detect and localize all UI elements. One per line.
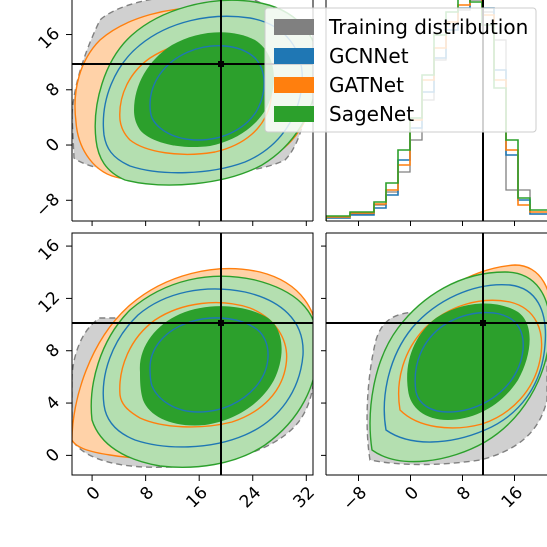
sagenet-inner-contour (134, 32, 274, 148)
tl-y-tick-label: −8 (32, 190, 64, 222)
tl-y-tick-label: 16 (35, 24, 64, 53)
bl-x-tick-label: 16 (182, 483, 211, 512)
tl-y-tick-label: 8 (42, 79, 64, 101)
bl-y-tick-label: 4 (42, 392, 64, 414)
legend-label: GCNNet (329, 44, 409, 68)
bl-target-marker (218, 320, 224, 326)
gcnnet-inner-contour (149, 45, 265, 141)
legend-label: GATNet (329, 73, 404, 97)
bl-x-tick-label: 32 (289, 483, 318, 512)
bl-x-tick-label: 8 (136, 483, 158, 505)
bl-y-tick-label: 16 (35, 235, 64, 264)
tl-y-ticks: −8 0 8 16 (32, 24, 72, 222)
bl-gcnnet-outer-contour (102, 288, 304, 448)
bl-x-tick-label: 24 (236, 483, 265, 512)
legend-swatch (274, 19, 314, 35)
bl-y-tick-label: 12 (35, 288, 64, 317)
target-marker (218, 61, 224, 67)
br-gcnnet-inner-contour (414, 311, 524, 413)
tl-x-tick-marks (91, 221, 307, 226)
panel-bottom-right: −8 0 8 16 (321, 232, 547, 515)
bl-x-tick-label: 0 (83, 483, 105, 505)
br-gcnnet-outer-contour (383, 283, 547, 443)
br-x-tick-label: 8 (453, 483, 475, 505)
bl-y-tick-label: 8 (42, 340, 64, 362)
br-sagenet-inner-contour (407, 303, 530, 420)
bl-y-tick-label: 0 (42, 445, 64, 467)
bl-y-ticks: 0 4 8 12 16 (35, 235, 72, 467)
bl-x-ticks: 0 8 16 24 32 (83, 475, 319, 512)
bl-frame (71, 232, 314, 476)
br-target-marker (480, 320, 486, 326)
br-x-tick-label: 16 (498, 483, 527, 512)
legend-box (264, 7, 537, 133)
legend-label: Training distribution (328, 15, 528, 39)
br-x-tick-label: −8 (339, 483, 371, 515)
panel-bottom-left: 0 4 8 12 16 0 8 16 24 32 (35, 232, 319, 512)
br-y-tick-marks (321, 245, 326, 456)
legend: Training distribution GCNNet GATNet SageNet (264, 7, 537, 133)
legend-swatch (274, 77, 314, 93)
legend-swatch (274, 48, 314, 64)
br-x-tick-label: 0 (401, 483, 423, 505)
legend-swatch (274, 106, 314, 122)
legend-label: SageNet (329, 102, 414, 126)
br-x-ticks: −8 0 8 16 (339, 475, 527, 515)
tl-y-tick-label: 0 (42, 134, 64, 156)
bl-gatnet-inner-contour (119, 301, 288, 428)
tr-x-tick-marks (358, 221, 515, 226)
